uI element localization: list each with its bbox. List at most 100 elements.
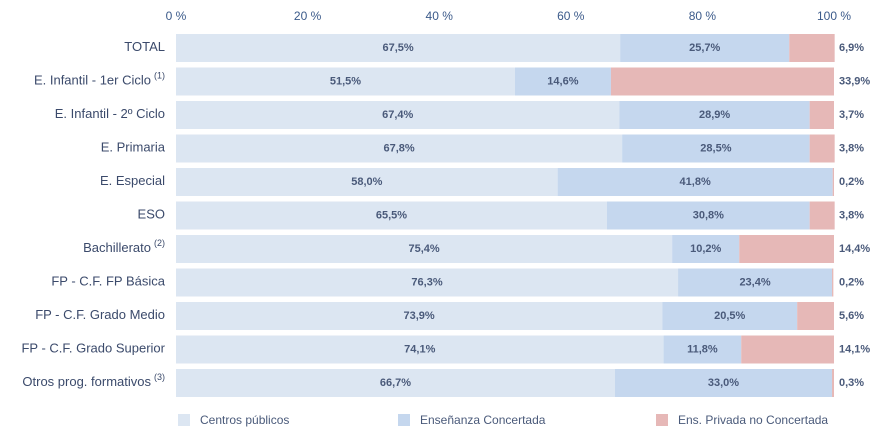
value-label: 33,9% (839, 75, 870, 87)
value-label: 14,4% (839, 243, 870, 255)
category-note: (2) (154, 238, 165, 248)
category-label: E. Infantil - 1er Ciclo (1) (34, 71, 165, 88)
bar-segment (176, 168, 558, 196)
value-label: 11,8% (687, 343, 718, 355)
bar-segment (678, 268, 833, 297)
value-label: 23,4% (739, 276, 770, 288)
value-label: 20,5% (714, 310, 745, 322)
value-label: 41,8% (680, 176, 711, 188)
x-tick-label: 40 % (426, 9, 454, 23)
category-name: Otros prog. formativos (22, 374, 151, 389)
category-label: E. Primaria (101, 140, 166, 155)
value-label: 75,4% (408, 243, 439, 255)
value-label: 28,5% (700, 142, 731, 154)
bar-segment (619, 101, 810, 129)
category-name: FP - C.F. FP Básica (51, 274, 165, 289)
value-label: 3,8% (839, 209, 864, 221)
x-tick-label: 80 % (689, 9, 717, 23)
value-label: 6,9% (839, 42, 864, 54)
category-name: ESO (138, 207, 165, 222)
value-label: 65,5% (376, 209, 407, 221)
bar-segment (176, 369, 615, 397)
value-label: 10,2% (690, 243, 721, 255)
category-name: E. Infantil - 2º Ciclo (55, 106, 165, 121)
category-name: FP - C.F. Grado Superior (21, 341, 165, 356)
value-label: 73,9% (404, 310, 435, 322)
value-label: 0,2% (839, 176, 864, 188)
value-label: 33,0% (708, 377, 739, 389)
category-label: Bachillerato (2) (83, 238, 165, 255)
bar-segment (663, 335, 742, 364)
x-tick-label: 0 % (166, 9, 187, 23)
value-label: 67,8% (383, 142, 414, 154)
bar-segment (176, 34, 621, 62)
bar-segment (797, 302, 834, 330)
bar-segment (176, 101, 620, 129)
category-name: E. Especial (100, 173, 165, 188)
bar-segment (176, 134, 623, 163)
value-label: 3,7% (839, 109, 864, 121)
bar-segment (176, 335, 664, 364)
value-label: 28,9% (699, 109, 730, 121)
bar-segment (176, 302, 663, 330)
category-name: TOTAL (124, 39, 165, 54)
bar-segment (514, 67, 611, 96)
bar-segment (557, 168, 833, 196)
legend-swatch (656, 414, 668, 426)
category-label: E. Especial (100, 173, 165, 188)
value-label: 67,4% (382, 109, 413, 121)
value-label: 51,5% (330, 75, 361, 87)
x-tick-label: 100 % (817, 9, 851, 23)
bar-segment (741, 335, 834, 364)
value-label: 0,2% (839, 276, 864, 288)
legend-swatch (178, 414, 190, 426)
bar-segment (176, 268, 679, 297)
bar-segment (809, 101, 834, 129)
legend-label: Centros públicos (200, 413, 289, 427)
value-label: 76,3% (411, 276, 442, 288)
category-name: E. Infantil - 1er Ciclo (34, 73, 151, 88)
category-label: FP - C.F. Grado Medio (35, 307, 165, 322)
bar-segment (176, 67, 515, 96)
bar-segment (672, 235, 740, 263)
category-name: E. Primaria (101, 140, 166, 155)
legend-label: Ens. Privada no Concertada (678, 413, 828, 427)
value-label: 74,1% (404, 343, 435, 355)
category-label: FP - C.F. FP Básica (51, 274, 165, 289)
category-label: E. Infantil - 2º Ciclo (55, 106, 165, 121)
x-tick-label: 60 % (557, 9, 585, 23)
bar-segment (832, 168, 834, 196)
value-label: 66,7% (380, 377, 411, 389)
bar-segment (739, 235, 834, 263)
bar-segment (809, 201, 835, 230)
category-label: Otros prog. formativos (3) (22, 372, 165, 389)
bar-segment (809, 134, 835, 163)
bar-segment (622, 134, 810, 163)
value-label: 0,3% (839, 377, 864, 389)
category-name: FP - C.F. Grado Medio (35, 307, 165, 322)
value-label: 14,1% (839, 343, 870, 355)
value-label: 67,5% (382, 42, 413, 54)
value-label: 14,6% (547, 75, 578, 87)
bar-segment (606, 201, 810, 230)
category-note: (1) (154, 71, 165, 81)
bar-segment (176, 235, 673, 263)
category-label: TOTAL (124, 39, 165, 54)
value-label: 25,7% (689, 42, 720, 54)
bar-segment (620, 34, 790, 62)
value-label: 30,8% (693, 209, 724, 221)
bar-segment (832, 369, 834, 397)
category-label: FP - C.F. Grado Superior (21, 341, 165, 356)
category-note: (3) (154, 372, 165, 382)
bar-segment (662, 302, 798, 330)
value-label: 58,0% (351, 176, 382, 188)
value-label: 5,6% (839, 310, 864, 322)
bar-segment (789, 34, 835, 62)
category-name: Bachillerato (83, 240, 151, 255)
category-label: ESO (138, 207, 165, 222)
legend-label: Enseñanza Concertada (420, 413, 546, 427)
bar-segment (176, 201, 607, 230)
bar-segment (610, 67, 834, 96)
value-label: 3,8% (839, 142, 864, 154)
